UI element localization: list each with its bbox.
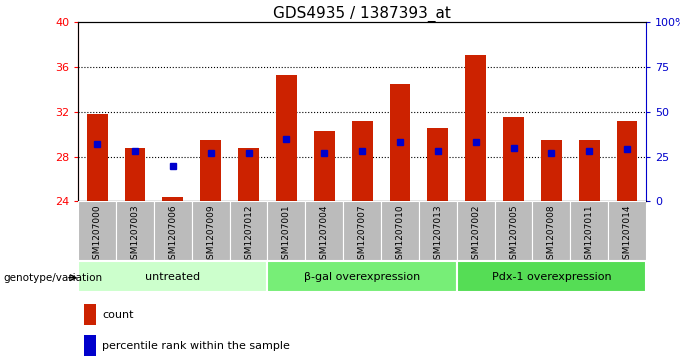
Bar xyxy=(381,201,419,260)
Bar xyxy=(343,201,381,260)
Text: GSM1207003: GSM1207003 xyxy=(131,204,139,265)
Bar xyxy=(352,121,373,201)
Text: untreated: untreated xyxy=(146,272,201,282)
Text: GSM1207014: GSM1207014 xyxy=(623,204,632,265)
Text: GSM1207009: GSM1207009 xyxy=(206,204,215,265)
Bar xyxy=(457,261,646,292)
Text: GSM1207004: GSM1207004 xyxy=(320,204,328,265)
Bar xyxy=(390,83,410,201)
Bar xyxy=(267,201,305,260)
Bar xyxy=(87,114,107,201)
Text: genotype/variation: genotype/variation xyxy=(3,273,103,283)
Text: percentile rank within the sample: percentile rank within the sample xyxy=(102,341,290,351)
Bar xyxy=(84,335,97,356)
Bar xyxy=(238,147,259,201)
Bar xyxy=(617,121,637,201)
Text: GSM1207002: GSM1207002 xyxy=(471,204,480,265)
Bar xyxy=(419,201,457,260)
Text: GSM1207013: GSM1207013 xyxy=(433,204,442,265)
Title: GDS4935 / 1387393_at: GDS4935 / 1387393_at xyxy=(273,5,451,22)
Bar xyxy=(116,201,154,260)
Bar xyxy=(428,129,448,201)
Text: GSM1207011: GSM1207011 xyxy=(585,204,594,265)
Bar xyxy=(230,201,267,260)
Text: GSM1207008: GSM1207008 xyxy=(547,204,556,265)
Text: Pdx-1 overexpression: Pdx-1 overexpression xyxy=(492,272,611,282)
Bar xyxy=(465,56,486,201)
Bar xyxy=(192,201,230,260)
Text: GSM1207006: GSM1207006 xyxy=(169,204,177,265)
Bar xyxy=(305,201,343,260)
Bar xyxy=(503,117,524,201)
Text: GSM1207000: GSM1207000 xyxy=(92,204,101,265)
Text: β-gal overexpression: β-gal overexpression xyxy=(304,272,420,282)
Bar xyxy=(154,201,192,260)
Bar xyxy=(201,140,221,201)
Bar xyxy=(494,201,532,260)
Bar xyxy=(571,201,608,260)
Text: count: count xyxy=(102,310,133,320)
Text: GSM1207012: GSM1207012 xyxy=(244,204,253,265)
Bar xyxy=(314,131,335,201)
Bar xyxy=(608,201,646,260)
Text: GSM1207007: GSM1207007 xyxy=(358,204,367,265)
Bar xyxy=(579,140,600,201)
Bar xyxy=(267,261,457,292)
Text: GSM1207005: GSM1207005 xyxy=(509,204,518,265)
Text: GSM1207001: GSM1207001 xyxy=(282,204,291,265)
Bar xyxy=(84,304,97,325)
Bar xyxy=(276,74,296,201)
Bar xyxy=(457,201,494,260)
Bar xyxy=(163,197,183,201)
Bar xyxy=(78,261,267,292)
Bar xyxy=(124,147,146,201)
Bar xyxy=(532,201,571,260)
Text: GSM1207010: GSM1207010 xyxy=(396,204,405,265)
Bar xyxy=(541,140,562,201)
Bar xyxy=(78,201,116,260)
